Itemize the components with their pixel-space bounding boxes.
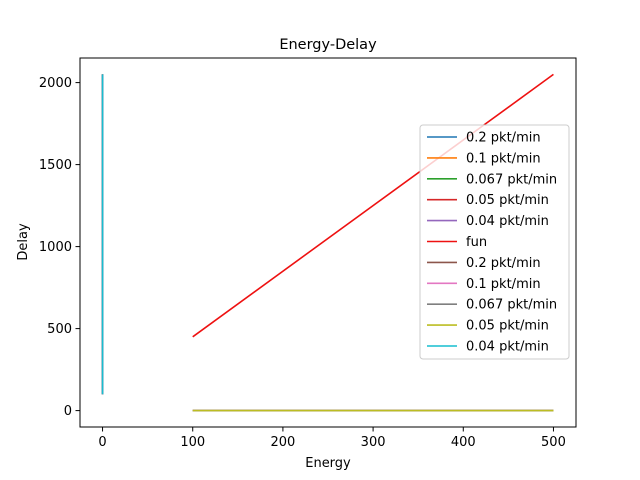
legend: 0.2 pkt/min 0.1 pkt/min 0.067 pkt/min 0.05 … [419,124,570,360]
y-tick-label: 1500 [39,158,72,173]
x-tick-label: 0 [98,435,106,450]
y-tick-label: 0 [64,404,72,419]
legend-label-1: 0.1 pkt/min [466,151,541,166]
y-tick-label: 1000 [39,240,72,255]
series-line-5 [192,73,554,338]
axes-frame [79,57,577,428]
plot-lines [101,73,554,412]
legend-label-2: 0.067 pkt/min [466,172,557,187]
legend-label-7: 0.1 pkt/min [466,277,541,292]
y-tick-label: 2000 [39,76,72,91]
x-tick-label: 100 [180,435,205,450]
chart-title: Energy-Delay [279,37,377,53]
x-tick-label: 400 [451,435,476,450]
legend-label-4: 0.04 pkt/min [466,214,549,229]
legend-label-8: 0.067 pkt/min [466,298,557,313]
legend-box [419,124,570,360]
legend-label-6: 0.2 pkt/min [466,256,541,271]
x-axis-ticks: 0 100 200 300 400 500 [98,427,566,450]
x-tick-label: 200 [270,435,295,450]
y-axis-label: Delay [16,223,31,261]
legend-label-9: 0.05 pkt/min [466,319,549,334]
x-tick-label: 500 [541,435,566,450]
legend-items: 0.2 pkt/min 0.1 pkt/min 0.067 pkt/min 0.05 … [427,131,557,355]
y-tick-label: 500 [47,322,72,337]
y-axis-ticks: 0 500 1000 1500 2000 [39,76,80,419]
legend-label-0: 0.2 pkt/min [466,131,541,146]
x-tick-label: 300 [361,435,386,450]
legend-label-10: 0.04 pkt/min [466,340,549,355]
legend-label-5: fun [466,235,487,250]
legend-label-3: 0.05 pkt/min [466,193,549,208]
x-axis-label: Energy [305,456,351,471]
